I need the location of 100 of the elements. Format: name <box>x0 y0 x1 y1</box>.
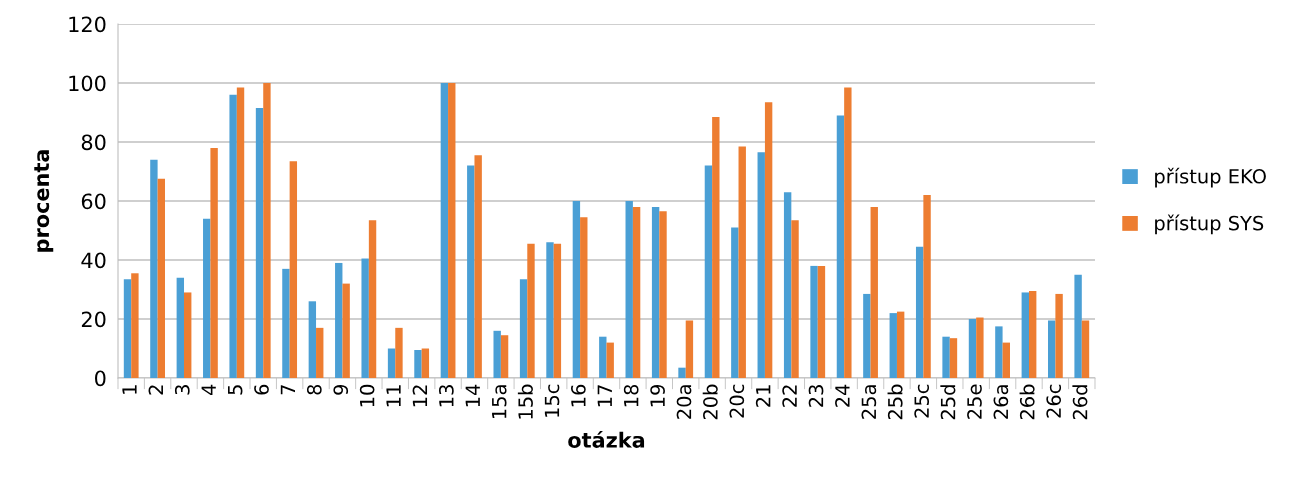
bar <box>176 277 185 378</box>
bar <box>949 338 958 378</box>
bar <box>421 348 430 378</box>
x-tick-label: 2 <box>148 385 163 395</box>
x-tick-label: 8 <box>306 384 322 395</box>
x-tick-label: 26b <box>1019 384 1035 420</box>
bar <box>836 115 845 378</box>
x-tick-label: 15c <box>544 384 560 417</box>
x-tick-label: 19 <box>650 384 665 407</box>
bar <box>942 336 950 378</box>
x-tick-label: 22 <box>782 385 797 407</box>
y-tick-label: 80 <box>81 134 106 151</box>
x-tick-label: 10 <box>359 384 375 407</box>
bar <box>712 116 720 378</box>
bar <box>289 161 298 378</box>
bar <box>1081 320 1090 378</box>
bar <box>863 293 871 378</box>
bar <box>889 313 897 378</box>
bar <box>923 195 931 378</box>
y-tick-label: 120 <box>69 16 106 33</box>
x-tick-label: 25c <box>914 384 930 418</box>
bar <box>678 367 686 378</box>
bar <box>342 283 350 378</box>
bar <box>791 220 799 378</box>
x-tick-label: 9 <box>333 384 349 395</box>
bar <box>308 301 317 378</box>
bar <box>493 330 501 378</box>
bar <box>625 201 633 378</box>
bar <box>738 146 746 378</box>
x-tick-label: 25e <box>967 384 982 419</box>
x-tick-label: 15b <box>517 384 533 419</box>
x-tick-label: 15a <box>492 385 507 419</box>
bar <box>210 147 218 378</box>
bar <box>844 87 852 378</box>
y-tick-label: 20 <box>81 311 106 328</box>
x-tick-label: 13 <box>439 385 454 407</box>
bar <box>580 217 588 378</box>
x-tick-label: 18 <box>623 384 639 407</box>
x-tick-label: 17 <box>597 385 612 407</box>
bar <box>553 243 562 378</box>
x-tick-label: 23 <box>808 385 824 407</box>
bar <box>184 292 192 378</box>
x-axis-title: otázka <box>568 430 645 448</box>
x-tick-label: 14 <box>465 384 480 407</box>
bar <box>810 265 818 378</box>
x-tick-label: 4 <box>201 384 216 395</box>
bar <box>157 178 165 378</box>
x-tick-label: 26d <box>1072 385 1088 420</box>
x-tick-label: 25d <box>940 385 956 420</box>
bar <box>731 227 739 378</box>
x-tick-label: 7 <box>280 385 295 395</box>
bar <box>203 218 211 378</box>
x-tick-label: 16 <box>571 384 586 407</box>
bar <box>440 83 449 378</box>
bar <box>546 242 554 378</box>
bar <box>599 336 607 378</box>
bar <box>527 243 535 378</box>
bar <box>131 273 139 378</box>
bar <box>361 258 369 378</box>
bar <box>572 201 581 378</box>
y-axis-title: procenta <box>34 150 54 252</box>
x-tick-label: 12 <box>412 385 428 407</box>
bar <box>757 152 765 378</box>
bar <box>255 108 264 378</box>
bar <box>685 320 694 378</box>
x-tick-label: 20a <box>676 385 692 419</box>
bar <box>704 165 713 378</box>
bar <box>500 335 509 378</box>
x-tick-label: 11 <box>386 385 401 407</box>
legend-label: přístup SYS <box>1155 214 1264 235</box>
bar <box>1055 293 1063 378</box>
bar <box>150 159 158 378</box>
bar <box>448 83 456 378</box>
bar <box>387 348 396 378</box>
y-tick-label: 0 <box>95 370 106 387</box>
bar <box>263 83 271 378</box>
bar <box>316 327 324 378</box>
x-tick-label: 25a <box>861 385 877 419</box>
bar <box>1074 274 1082 378</box>
bar <box>123 279 132 378</box>
x-tick-label: 24 <box>835 384 850 407</box>
bar <box>229 94 237 378</box>
bar <box>1048 320 1056 378</box>
bar <box>976 317 984 378</box>
bar <box>1021 292 1029 378</box>
x-tick-label: 3 <box>174 385 190 395</box>
y-tick-label: 60 <box>81 193 106 210</box>
bar <box>659 211 667 378</box>
x-tick-label: 26c <box>1046 384 1062 418</box>
bar <box>764 102 773 378</box>
bar <box>236 87 245 378</box>
bar <box>632 206 641 378</box>
bar <box>467 165 475 378</box>
bar <box>395 327 403 378</box>
bar <box>335 262 343 378</box>
bar <box>968 319 977 378</box>
bar <box>915 246 924 378</box>
bar <box>995 326 1003 378</box>
bar <box>606 342 614 378</box>
x-tick-label: 26a <box>993 385 1009 419</box>
